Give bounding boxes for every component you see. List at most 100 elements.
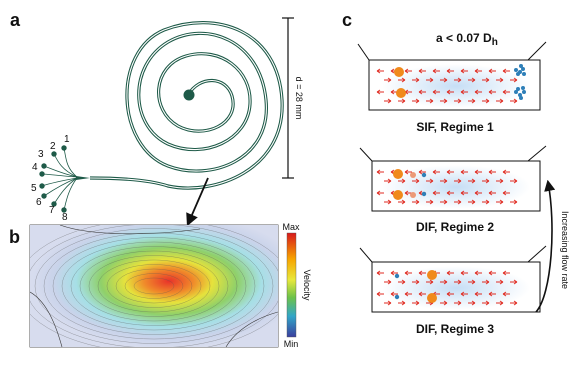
outlet-numbers: 1 2 3 4 5 6 7 8: [31, 134, 70, 223]
large-particle: [396, 88, 406, 98]
flow-arrow: [474, 190, 482, 196]
outlet-ports: [39, 145, 67, 213]
flow-arrow: [460, 169, 468, 175]
flow-arrow: [502, 169, 510, 175]
large-particle: [427, 293, 437, 303]
size-condition-label: a < 0.07 Dh: [436, 31, 498, 48]
flow-arrow: [502, 190, 510, 196]
flow-arrow: [502, 89, 510, 95]
small-particle: [394, 294, 400, 300]
flow-arrow: [482, 279, 490, 285]
regime-1-cross-section: [357, 41, 547, 111]
flow-arrow: [376, 68, 384, 74]
cross-section-arrow: [186, 177, 209, 227]
flow-arrow: [412, 77, 420, 83]
outlet-port: [41, 163, 47, 169]
flow-arrow: [412, 98, 420, 104]
flow-arrow: [376, 89, 384, 95]
flow-arrow: [418, 89, 426, 95]
small-particle: [421, 191, 427, 197]
flow-arrow: [446, 291, 454, 297]
flow-arrow: [446, 190, 454, 196]
flow-arrow: [426, 178, 434, 184]
flow-arrow: [482, 199, 490, 205]
flow-arrow: [440, 300, 448, 306]
flow-arrow: [502, 68, 510, 74]
flow-arrow: [440, 178, 448, 184]
flow-arrow: [446, 68, 454, 74]
flow-arrow: [496, 279, 504, 285]
flow-arrow: [468, 199, 476, 205]
flow-arrow: [404, 270, 412, 276]
outlet-number-3: 3: [38, 149, 44, 160]
medium-particle: [410, 192, 416, 198]
flow-arrow: [440, 98, 448, 104]
flow-arrow: [398, 199, 406, 205]
streamline: [61, 241, 247, 331]
flow-arrow: [488, 169, 496, 175]
flow-arrow: [426, 279, 434, 285]
small-particle: [421, 172, 427, 178]
flow-arrow: [460, 190, 468, 196]
flow-arrow: [446, 270, 454, 276]
flow-arrow: [454, 279, 462, 285]
flow-arrow: [418, 169, 426, 175]
flow-arrow: [398, 77, 406, 83]
flow-arrow: [510, 98, 518, 104]
flow-arrow: [432, 190, 440, 196]
small-particle-cluster: [514, 86, 526, 100]
large-particle: [427, 270, 437, 280]
flow-arrow: [384, 300, 392, 306]
flow-rate-arrow: [535, 179, 556, 313]
flow-arrow: [454, 300, 462, 306]
outlet-port: [51, 151, 57, 157]
flow-arrow: [384, 98, 392, 104]
velocity-field: [29, 224, 279, 348]
small-particle-cluster: [514, 64, 526, 76]
regime-3-caption: DIF, Regime 3: [416, 322, 494, 336]
flow-arrow: [482, 178, 490, 184]
flow-arrow: [510, 300, 518, 306]
flow-arrow: [468, 300, 476, 306]
flow-arrow: [404, 291, 412, 297]
outlet-number-1: 1: [64, 134, 70, 145]
flow-arrow: [426, 98, 434, 104]
secondary-flow-streamlines: [30, 225, 278, 347]
flow-arrow: [390, 270, 398, 276]
outlet-port: [61, 207, 67, 213]
streamline: [88, 255, 220, 317]
outlet-number-5: 5: [31, 183, 37, 194]
flow-arrow: [432, 68, 440, 74]
flow-arrow: [510, 178, 518, 184]
flow-arrow: [426, 199, 434, 205]
flow-arrow: [418, 68, 426, 74]
outlet-number-4: 4: [32, 162, 38, 173]
streamline: [34, 228, 274, 344]
flow-arrow: [454, 77, 462, 83]
medium-particle: [410, 172, 416, 178]
flow-arrow: [460, 68, 468, 74]
streamline: [30, 225, 278, 347]
colorbar-max-label: Max: [282, 222, 300, 232]
regime-3-flow-arrows: [376, 270, 518, 306]
regime-1-caption: SIF, Regime 1: [416, 120, 494, 134]
outlet-number-6: 6: [36, 197, 42, 208]
contour-line: [59, 225, 201, 235]
flow-arrow: [418, 291, 426, 297]
large-particle: [393, 169, 403, 179]
spiral-channel-inner: [126, 22, 283, 189]
flow-arrow: [376, 169, 384, 175]
flow-arrow: [440, 199, 448, 205]
flow-arrow: [496, 178, 504, 184]
flow-arrow: [468, 178, 476, 184]
spiral-channel-outer: [125, 21, 284, 190]
flow-arrow: [412, 178, 420, 184]
flow-arrow: [376, 270, 384, 276]
large-particle: [394, 67, 404, 77]
outlet-port: [39, 171, 45, 177]
flow-arrow: [474, 270, 482, 276]
flow-arrow: [412, 279, 420, 285]
panel-label-c: c: [342, 10, 352, 30]
streamline: [70, 246, 238, 326]
